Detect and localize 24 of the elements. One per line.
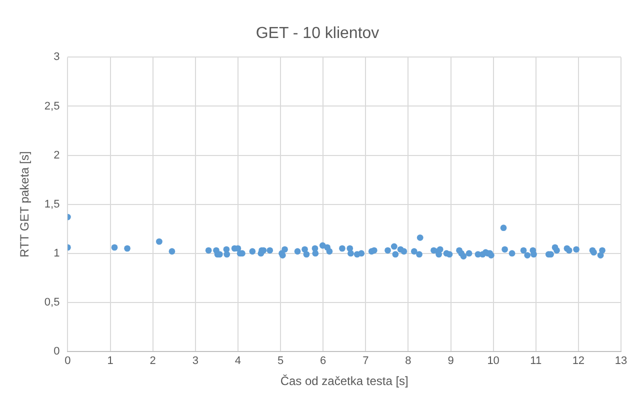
- x-tick-label: 3: [192, 355, 198, 368]
- x-tick-label: 8: [405, 355, 412, 368]
- x-tick-label: 12: [572, 355, 585, 368]
- x-tick-label: 4: [234, 355, 242, 368]
- x-tick-label: 0: [64, 355, 71, 368]
- chart-title: GET - 10 klientov: [256, 25, 380, 42]
- y-tick-label: 1: [54, 247, 60, 260]
- x-tick-label: 10: [487, 355, 500, 368]
- y-tick-label: 1,5: [44, 198, 60, 210]
- x-tick-label: 6: [320, 355, 326, 368]
- x-tick-label: 13: [614, 355, 628, 368]
- y-tick-label: 2,5: [44, 100, 60, 112]
- x-tick-label: 1: [107, 355, 114, 368]
- x-axis-title: Čas od začetka testa [s]: [280, 374, 408, 388]
- x-tick-label: 5: [277, 355, 284, 368]
- x-tick-label: 7: [362, 355, 369, 368]
- x-tick-label: 2: [150, 355, 156, 368]
- y-tick-label: 0,5: [44, 296, 60, 308]
- x-tick-label: 9: [448, 355, 454, 368]
- y-tick-label: 3: [54, 51, 60, 64]
- x-tick-label: 11: [530, 355, 542, 368]
- y-tick-label: 0: [54, 345, 60, 358]
- y-tick-label: 2: [54, 149, 60, 162]
- y-axis-title: RTT GET paketa [s]: [18, 151, 32, 258]
